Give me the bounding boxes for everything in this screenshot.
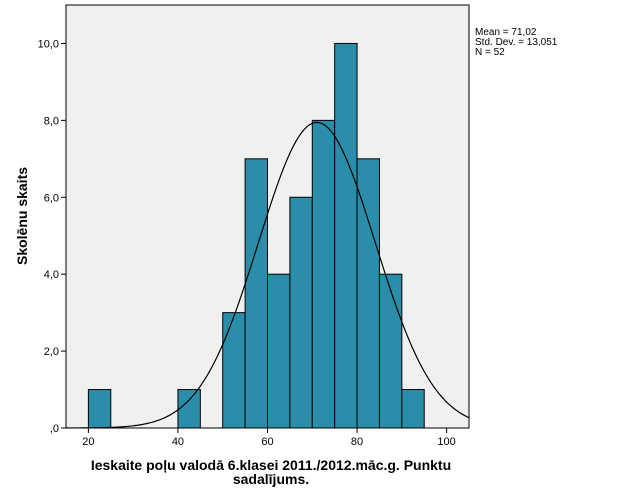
- stats-std-dev: Std. Dev. = 13,051: [475, 37, 558, 48]
- y-tick-label-3: 6,0: [44, 192, 59, 204]
- x-axis: 20 40 60 80 100: [82, 428, 456, 448]
- x-tick-label-4: 100: [437, 436, 455, 448]
- histogram-bar-0: [87, 389, 112, 429]
- y-tick-label-1: 2,0: [44, 346, 59, 358]
- stats-n: N = 52: [475, 47, 505, 58]
- y-tick-label-2: 4,0: [44, 269, 59, 281]
- x-tick-label-0: 20: [82, 436, 94, 448]
- histogram-bar-5: [289, 196, 313, 429]
- y-tick-label-0: ,0: [50, 423, 59, 435]
- x-axis-title-line-2: sadalījums.: [233, 471, 309, 487]
- histogram-bar-3: [244, 158, 269, 429]
- bars-layer: [87, 42, 425, 429]
- x-tick-label-1: 40: [172, 436, 184, 448]
- histogram-bar-9: [378, 273, 403, 429]
- histogram-bar-10: [401, 389, 425, 429]
- y-axis: ,0 2,0 4,0 6,0 8,0 10,0: [38, 38, 66, 435]
- histogram-bar-6: [311, 119, 336, 429]
- y-tick-label-4: 8,0: [44, 115, 59, 127]
- histogram-bar-1: [177, 389, 201, 429]
- histogram-bar-8: [356, 158, 380, 429]
- normal-curve: [65, 121, 470, 429]
- y-axis-title: Skolēnu skaits: [14, 167, 30, 265]
- y-tick-label-5: 10,0: [38, 38, 59, 50]
- histogram-bar-7: [334, 42, 358, 429]
- x-tick-label-3: 80: [351, 436, 363, 448]
- histogram-bar-4: [267, 273, 291, 429]
- histogram-bar-2: [222, 312, 246, 429]
- stats-mean: Mean = 71,02: [475, 27, 537, 38]
- x-tick-label-2: 60: [261, 436, 273, 448]
- x-axis-title-line-1: Ieskaite poļu valodā 6.klasei 2011./2012…: [91, 457, 451, 473]
